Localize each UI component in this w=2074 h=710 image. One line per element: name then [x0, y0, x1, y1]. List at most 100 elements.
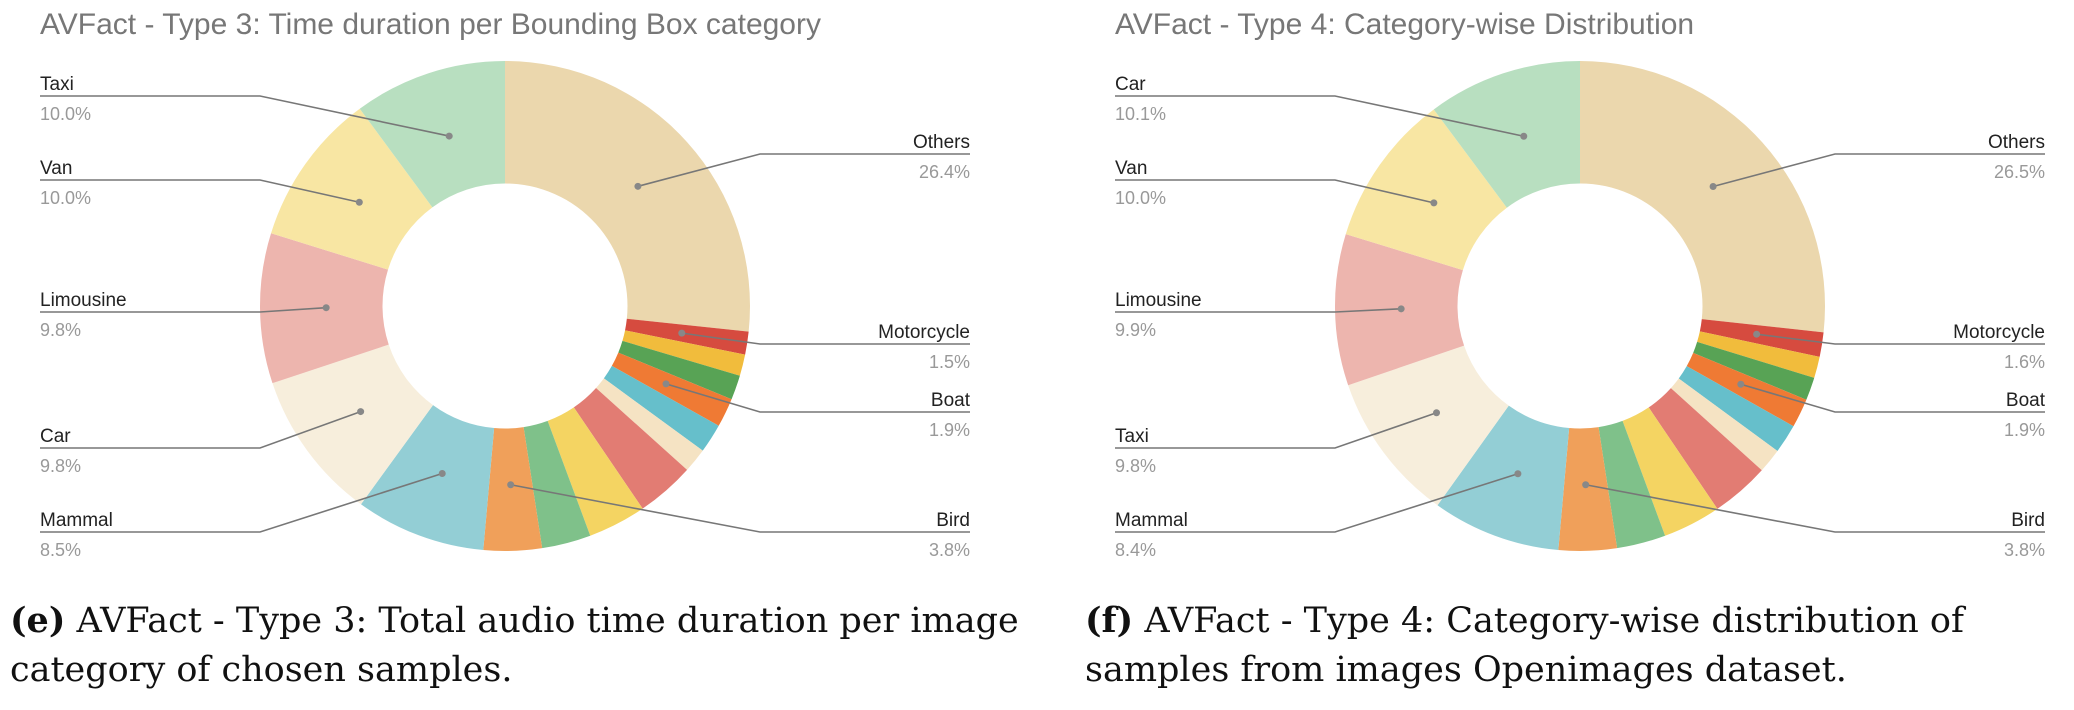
slice-label-car: Car — [1115, 74, 1146, 95]
leader-line-taxi — [1115, 412, 1437, 449]
slice-percent-van: 10.0% — [1115, 188, 1166, 208]
leader-line-motorcycle — [1756, 333, 2045, 345]
slice-percent-boat: 1.9% — [929, 420, 970, 440]
donut-chart: Others 26.4% Motorcycle 1.5% Boat 1.9% Bird 3.8… — [40, 60, 971, 560]
slice-percent-car: 10.1% — [1115, 104, 1166, 124]
slice-label-motorcycle: Motorcycle — [1953, 322, 2045, 343]
leader-dot-others — [634, 182, 642, 190]
slice-label-limousine: Limousine — [40, 290, 127, 311]
slice-label-boat: Boat — [2006, 390, 2046, 411]
slice-boat — [1686, 352, 1807, 427]
donut-chart: Others 26.5% Motorcycle 1.6% Boat 1.9% Bird 3.8… — [1115, 61, 2046, 560]
leader-dot-others — [1709, 183, 1717, 191]
leader-line-boat — [1740, 383, 2045, 413]
chart-title: AVFact - Type 3: Time duration per Bound… — [40, 8, 821, 41]
slice-percent-boat: 1.9% — [2004, 420, 2045, 440]
slice-percent-taxi: 9.8% — [1115, 456, 1156, 476]
leader-line-taxi — [40, 95, 450, 137]
caption-label: (e) — [10, 600, 66, 641]
leader-dot-car — [1520, 132, 1528, 140]
leader-dot-motorcycle — [678, 329, 686, 337]
slice-percent-van: 10.0% — [40, 188, 91, 208]
chart-title: AVFact - Type 4: Category-wise Distribut… — [1115, 8, 1695, 41]
slice-percent-others: 26.5% — [1994, 162, 2045, 182]
slice-label-boat: Boat — [931, 390, 971, 411]
slice-motorcycle — [1699, 319, 1824, 357]
slice-3 — [618, 340, 740, 400]
slice-percent-car: 9.8% — [40, 456, 81, 476]
leader-line-limousine — [40, 306, 327, 313]
slice-label-mammal: Mammal — [1115, 510, 1188, 531]
slice-percent-others: 26.4% — [919, 162, 970, 182]
leader-dot-boat — [662, 380, 670, 388]
slice-label-taxi: Taxi — [40, 74, 74, 95]
slice-6 — [596, 378, 703, 470]
figure-caption: (f) AVFact - Type 4: Category-wise distr… — [1085, 596, 2074, 695]
slice-label-bird: Bird — [936, 510, 970, 531]
leader-line-others — [637, 153, 970, 188]
slice-5 — [1678, 366, 1794, 452]
leader-dot-motorcycle — [1753, 330, 1761, 338]
slice-label-others: Others — [913, 132, 970, 153]
slice-percent-mammal: 8.5% — [40, 540, 81, 560]
leader-line-car — [40, 410, 361, 449]
slice-van — [1345, 109, 1507, 271]
leader-line-bird — [510, 483, 970, 533]
slice-label-mammal: Mammal — [40, 510, 113, 531]
slice-percent-bird: 3.8% — [929, 540, 970, 560]
leader-line-mammal — [1115, 472, 1519, 533]
leader-dot-mammal — [1514, 470, 1522, 478]
slice-car — [1433, 61, 1580, 208]
slice-motorcycle — [625, 318, 749, 355]
donut-slices — [260, 60, 750, 551]
slice-2 — [622, 330, 746, 376]
slice-percent-motorcycle: 1.5% — [929, 352, 970, 372]
leader-dot-taxi — [445, 132, 453, 140]
slice-label-van: Van — [1115, 158, 1147, 179]
leader-dot-taxi — [1433, 409, 1441, 417]
leader-line-boat — [665, 383, 970, 413]
leader-dot-boat — [1737, 380, 1745, 388]
caption-text: AVFact - Type 3: Total audio time durati… — [10, 601, 1019, 690]
leader-line-van — [40, 179, 360, 204]
slice-others — [1580, 61, 1825, 333]
slice-bird — [483, 427, 543, 551]
slice-6 — [1670, 378, 1778, 471]
slice-label-taxi: Taxi — [1115, 426, 1149, 447]
slice-labels: Others 26.4% Motorcycle 1.5% Boat 1.9% Bird 3.8… — [40, 74, 971, 560]
slice-label-motorcycle: Motorcycle — [878, 322, 970, 343]
leader-line-mammal — [40, 472, 443, 533]
slice-label-others: Others — [1988, 132, 2045, 153]
slice-9 — [1598, 420, 1666, 549]
slice-7 — [1648, 388, 1762, 509]
slice-label-van: Van — [40, 158, 72, 179]
leader-dot-mammal — [438, 469, 446, 477]
slice-3 — [1693, 341, 1815, 400]
slice-taxi — [1348, 345, 1509, 506]
leader-dot-bird — [1582, 481, 1590, 489]
slice-5 — [603, 365, 719, 451]
slice-percent-limousine: 9.9% — [1115, 320, 1156, 340]
slice-percent-mammal: 8.4% — [1115, 540, 1156, 560]
leader-line-bird — [1585, 483, 2045, 533]
leader-line-car — [1115, 95, 1524, 138]
slice-percent-bird: 3.8% — [2004, 540, 2045, 560]
leader-line-van — [1115, 179, 1435, 204]
caption-label: (f) — [1085, 600, 1134, 641]
slice-7 — [573, 387, 688, 509]
slice-9 — [523, 420, 591, 549]
slice-bird — [1558, 427, 1618, 551]
leader-dot-limousine — [1397, 305, 1405, 313]
leader-line-motorcycle — [681, 332, 970, 345]
slice-percent-taxi: 10.0% — [40, 104, 91, 124]
leader-dot-van — [1430, 199, 1438, 207]
slice-2 — [1697, 331, 1820, 378]
leader-dot-bird — [507, 481, 515, 489]
leader-line-others — [1712, 153, 2045, 188]
slice-van — [271, 108, 433, 270]
leader-dot-van — [355, 198, 363, 206]
caption-text: AVFact - Type 4: Category-wise distribut… — [1085, 601, 1964, 690]
leader-dot-limousine — [322, 304, 330, 312]
figure-caption: (e) AVFact - Type 3: Total audio time du… — [10, 596, 1030, 695]
slice-label-car: Car — [40, 426, 71, 447]
